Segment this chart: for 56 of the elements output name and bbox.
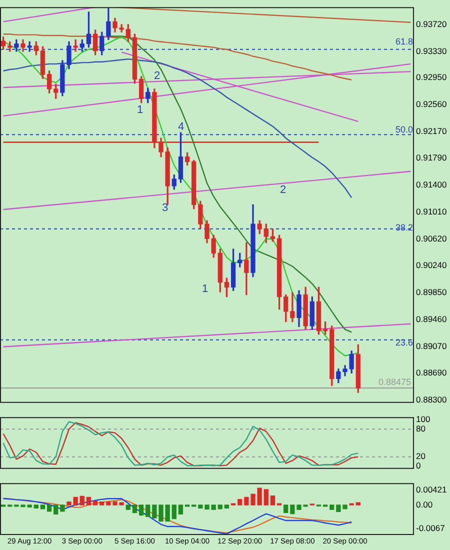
bar: [270, 495, 276, 506]
bar: [264, 489, 268, 506]
y-tick-label: -0.0067: [416, 522, 446, 533]
bar: [138, 504, 144, 516]
bar: [284, 504, 288, 514]
y-tick-label: 80: [416, 423, 426, 434]
y-tick-label: 0.00: [416, 499, 433, 510]
annotation: 4: [178, 121, 184, 134]
annotation: 2: [280, 184, 286, 196]
bar: [178, 504, 184, 514]
bar: [132, 504, 138, 514]
y-tick-label: 0.90240: [416, 260, 447, 270]
y-tick-label: 20: [416, 451, 426, 462]
bar: [60, 504, 65, 512]
bar: [126, 504, 130, 510]
bar: [356, 502, 360, 506]
bar: [92, 500, 98, 506]
annotation: 2: [154, 70, 160, 82]
y-tick-label: 0.89460: [416, 314, 447, 324]
y-tick-label: 0.88690: [416, 367, 447, 378]
annotation: 61.8: [395, 36, 413, 46]
y-tick-label: 0.91790: [416, 152, 447, 163]
annotation: 1: [202, 283, 208, 296]
ref-line-label: 0.88475: [378, 376, 411, 387]
y-tick-label: 0.93330: [416, 46, 447, 56]
y-tick-label: 0.92560: [416, 99, 447, 110]
y-tick-label: 0.92170: [416, 126, 447, 136]
bar: [54, 504, 58, 514]
y-tick-label: 0.93720: [416, 18, 447, 29]
y-tick-label: 0.91400: [416, 180, 447, 190]
y-tick-label: 0.90620: [416, 234, 447, 244]
annotation: 23.6: [395, 337, 413, 348]
bar: [146, 504, 150, 517]
bar: [46, 504, 52, 512]
bar: [100, 501, 104, 506]
bar: [86, 496, 92, 506]
bar: [330, 504, 334, 510]
y-tick-label: 100: [416, 414, 430, 424]
bar: [218, 504, 222, 510]
y-tick-label: 0.89070: [416, 341, 447, 352]
annotation: 50.0: [395, 124, 413, 134]
y-tick-label: 0.88300: [416, 394, 447, 404]
bar: [80, 496, 84, 506]
annotation: 1: [136, 104, 144, 116]
y-tick-label: 0: [416, 460, 421, 470]
bar: [40, 504, 46, 510]
y-tick-label: 0.91010: [416, 206, 447, 217]
annotation: 3: [162, 202, 168, 214]
bar: [172, 504, 176, 520]
y-tick-label: 0.92950: [416, 72, 447, 82]
y-tick-label: 0.89850: [416, 287, 447, 298]
y-tick-label: 0.00421: [416, 484, 447, 494]
bar: [34, 504, 38, 508]
bar: [224, 504, 230, 508]
annotation: 38.2: [395, 222, 413, 232]
bar: [238, 499, 242, 506]
